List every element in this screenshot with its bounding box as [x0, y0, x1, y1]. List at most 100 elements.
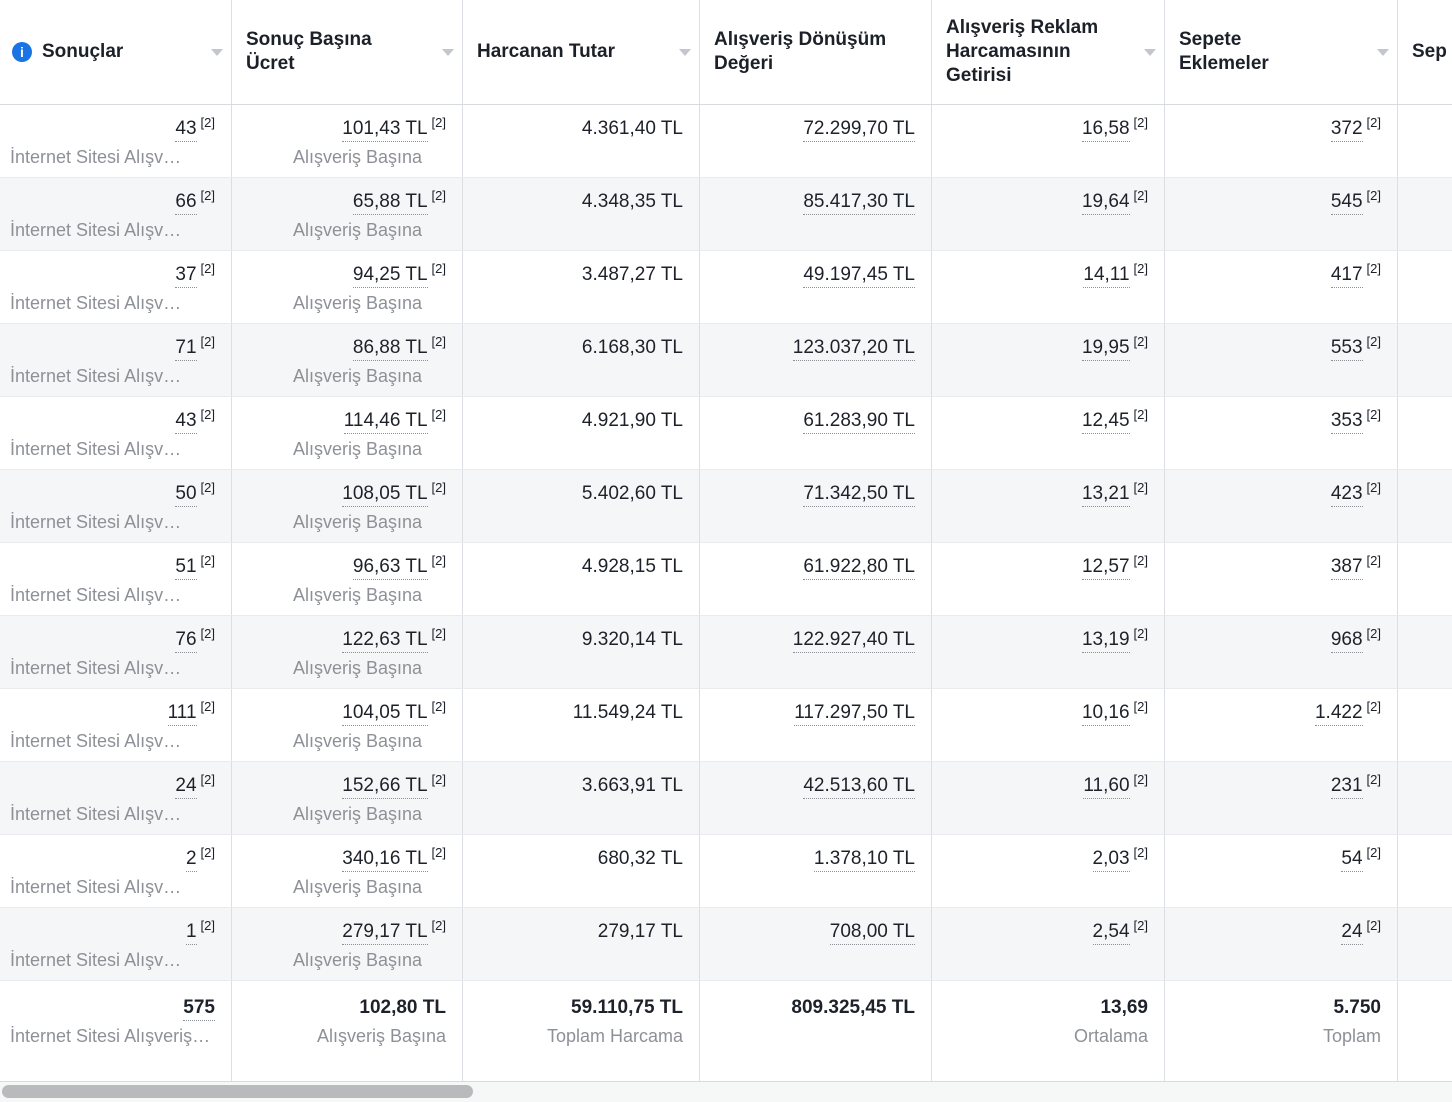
column-header-roas[interactable]: Alışveriş Reklam Harcamasının Getirisi: [932, 0, 1165, 104]
conversion-value[interactable]: 61.283,90 TL: [803, 410, 915, 434]
conversion-value[interactable]: 117.297,50 TL: [794, 702, 915, 726]
adds-to-cart-value[interactable]: 417: [1330, 264, 1363, 288]
results-value[interactable]: 24: [175, 775, 197, 799]
footnote-ref: [2]: [1133, 480, 1148, 495]
results-value[interactable]: 43: [175, 118, 197, 142]
conversion-value[interactable]: 122.927,40 TL: [792, 629, 915, 653]
cost-per-result-value[interactable]: 279,17 TL: [342, 921, 428, 945]
totals-results-value[interactable]: 575: [183, 997, 215, 1021]
conversion-value[interactable]: 72.299,70 TL: [803, 118, 915, 142]
conversion-value[interactable]: 49.197,45 TL: [803, 264, 915, 288]
cost-per-result-value[interactable]: 114,46 TL: [343, 410, 428, 434]
results-sublabel: İnternet Sitesi Alışv…: [10, 147, 182, 167]
roas-value[interactable]: 19,95: [1081, 337, 1130, 361]
roas-value[interactable]: 11,60: [1083, 775, 1130, 799]
adds-to-cart-value[interactable]: 553: [1330, 337, 1363, 361]
cost-per-result-value[interactable]: 108,05 TL: [342, 483, 428, 507]
conversion-value[interactable]: 708,00 TL: [829, 921, 915, 945]
footnote-ref: [2]: [1366, 918, 1381, 933]
adds-to-cart-value[interactable]: 353: [1330, 410, 1363, 434]
cell-cost-per-result: 340,16 TL [2] Alışveriş Başına: [232, 835, 463, 907]
adds-to-cart-value[interactable]: 387: [1330, 556, 1363, 580]
cost-per-result-value[interactable]: 86,88 TL: [352, 337, 428, 361]
conversion-value[interactable]: 42.513,60 TL: [803, 775, 915, 799]
roas-value[interactable]: 10,16: [1081, 702, 1130, 726]
footnote-ref: [2]: [200, 261, 215, 276]
info-icon[interactable]: i: [12, 42, 32, 62]
sort-desc-icon[interactable]: [442, 48, 454, 56]
cost-per-result-value[interactable]: 94,25 TL: [352, 264, 428, 288]
column-header-conversion-value[interactable]: Alışveriş Dönüşüm Değeri: [700, 0, 932, 104]
cell-cost-per-result: 94,25 TL [2] Alışveriş Başına: [232, 251, 463, 323]
cell-cost-per-result: 86,88 TL [2] Alışveriş Başına: [232, 324, 463, 396]
adds-to-cart-value[interactable]: 1.422: [1314, 702, 1363, 726]
cost-per-result-value[interactable]: 122,63 TL: [342, 629, 428, 653]
adds-to-cart-value[interactable]: 231: [1330, 775, 1363, 799]
cost-per-result-value[interactable]: 152,66 TL: [342, 775, 428, 799]
column-header-adds-to-cart[interactable]: Sepete Eklemeler: [1165, 0, 1398, 104]
results-value[interactable]: 66: [175, 191, 197, 215]
cost-per-result-value[interactable]: 96,63 TL: [352, 556, 428, 580]
adds-to-cart-value[interactable]: 968: [1330, 629, 1363, 653]
cell-adds-to-cart: 24 [2]: [1165, 908, 1398, 980]
cost-per-result-value[interactable]: 340,16 TL: [342, 848, 428, 872]
sort-desc-icon[interactable]: [679, 48, 691, 56]
sort-desc-icon[interactable]: [1144, 48, 1156, 56]
roas-value[interactable]: 2,54: [1092, 921, 1130, 945]
column-header-cost-per-result[interactable]: Sonuç Başına Ücret: [232, 0, 463, 104]
adds-to-cart-value[interactable]: 24: [1341, 921, 1363, 945]
conversion-value[interactable]: 61.922,80 TL: [803, 556, 915, 580]
conversion-value[interactable]: 85.417,30 TL: [803, 191, 915, 215]
sort-desc-icon[interactable]: [1377, 48, 1389, 56]
results-value[interactable]: 111: [167, 702, 197, 726]
cell-roas: 14,11 [2]: [932, 251, 1165, 323]
results-sublabel: İnternet Sitesi Alışv…: [10, 950, 182, 970]
roas-value[interactable]: 14,11: [1083, 264, 1130, 288]
results-value[interactable]: 51: [175, 556, 197, 580]
roas-value[interactable]: 12,45: [1081, 410, 1130, 434]
roas-value[interactable]: 13,19: [1081, 629, 1130, 653]
roas-value[interactable]: 2,03: [1092, 848, 1130, 872]
results-value[interactable]: 76: [175, 629, 197, 653]
roas-value[interactable]: 19,64: [1081, 191, 1130, 215]
column-header-results[interactable]: i Sonuçlar: [0, 0, 232, 104]
results-value[interactable]: 1: [185, 921, 197, 945]
results-value[interactable]: 71: [175, 337, 197, 361]
amount-spent-value: 11.549,24 TL: [572, 702, 683, 723]
roas-value[interactable]: 12,57: [1081, 556, 1130, 580]
adds-to-cart-value[interactable]: 54: [1341, 848, 1363, 872]
cell-amount-spent: 4.928,15 TL: [463, 543, 700, 615]
conversion-value[interactable]: 71.342,50 TL: [803, 483, 915, 507]
horizontal-scrollbar-track[interactable]: [0, 1082, 1452, 1102]
results-value[interactable]: 50: [175, 483, 197, 507]
amount-spent-value: 4.361,40 TL: [581, 118, 683, 139]
cost-per-result-value[interactable]: 101,43 TL: [342, 118, 428, 142]
adds-to-cart-value[interactable]: 545: [1330, 191, 1363, 215]
results-value[interactable]: 37: [175, 264, 197, 288]
cost-per-result-value[interactable]: 65,88 TL: [352, 191, 428, 215]
sort-desc-icon[interactable]: [211, 48, 223, 56]
footnote-ref: [2]: [431, 845, 446, 860]
cell-cost-per-result: 122,63 TL [2] Alışveriş Başına: [232, 616, 463, 688]
results-value[interactable]: 43: [175, 410, 197, 434]
cost-per-result-value[interactable]: 104,05 TL: [342, 702, 428, 726]
roas-value[interactable]: 16,58: [1081, 118, 1130, 142]
column-header-truncated[interactable]: Sep: [1398, 0, 1452, 104]
adds-to-cart-value[interactable]: 423: [1330, 483, 1363, 507]
horizontal-scrollbar-thumb[interactable]: [2, 1085, 473, 1098]
footnote-ref: [2]: [1366, 699, 1381, 714]
column-header-amount-spent[interactable]: Harcanan Tutar: [463, 0, 700, 104]
adds-to-cart-value[interactable]: 372: [1330, 118, 1363, 142]
footnote-ref: [2]: [431, 407, 446, 422]
cell-conversion-value: 71.342,50 TL: [700, 470, 932, 542]
cell-totals-amount-spent: 59.110,75 TL Toplam Harcama: [463, 981, 700, 1081]
results-value[interactable]: 2: [185, 848, 197, 872]
conversion-value[interactable]: 1.378,10 TL: [813, 848, 915, 872]
totals-amount-spent-sublabel: Toplam Harcama: [546, 1026, 683, 1046]
roas-value[interactable]: 13,21: [1081, 483, 1130, 507]
conversion-value[interactable]: 123.037,20 TL: [792, 337, 915, 361]
cell-conversion-value: 708,00 TL: [700, 908, 932, 980]
cell-conversion-value: 49.197,45 TL: [700, 251, 932, 323]
cell-results: 43 [2] İnternet Sitesi Alışv…: [0, 397, 232, 469]
results-sublabel: İnternet Sitesi Alışv…: [10, 804, 182, 824]
